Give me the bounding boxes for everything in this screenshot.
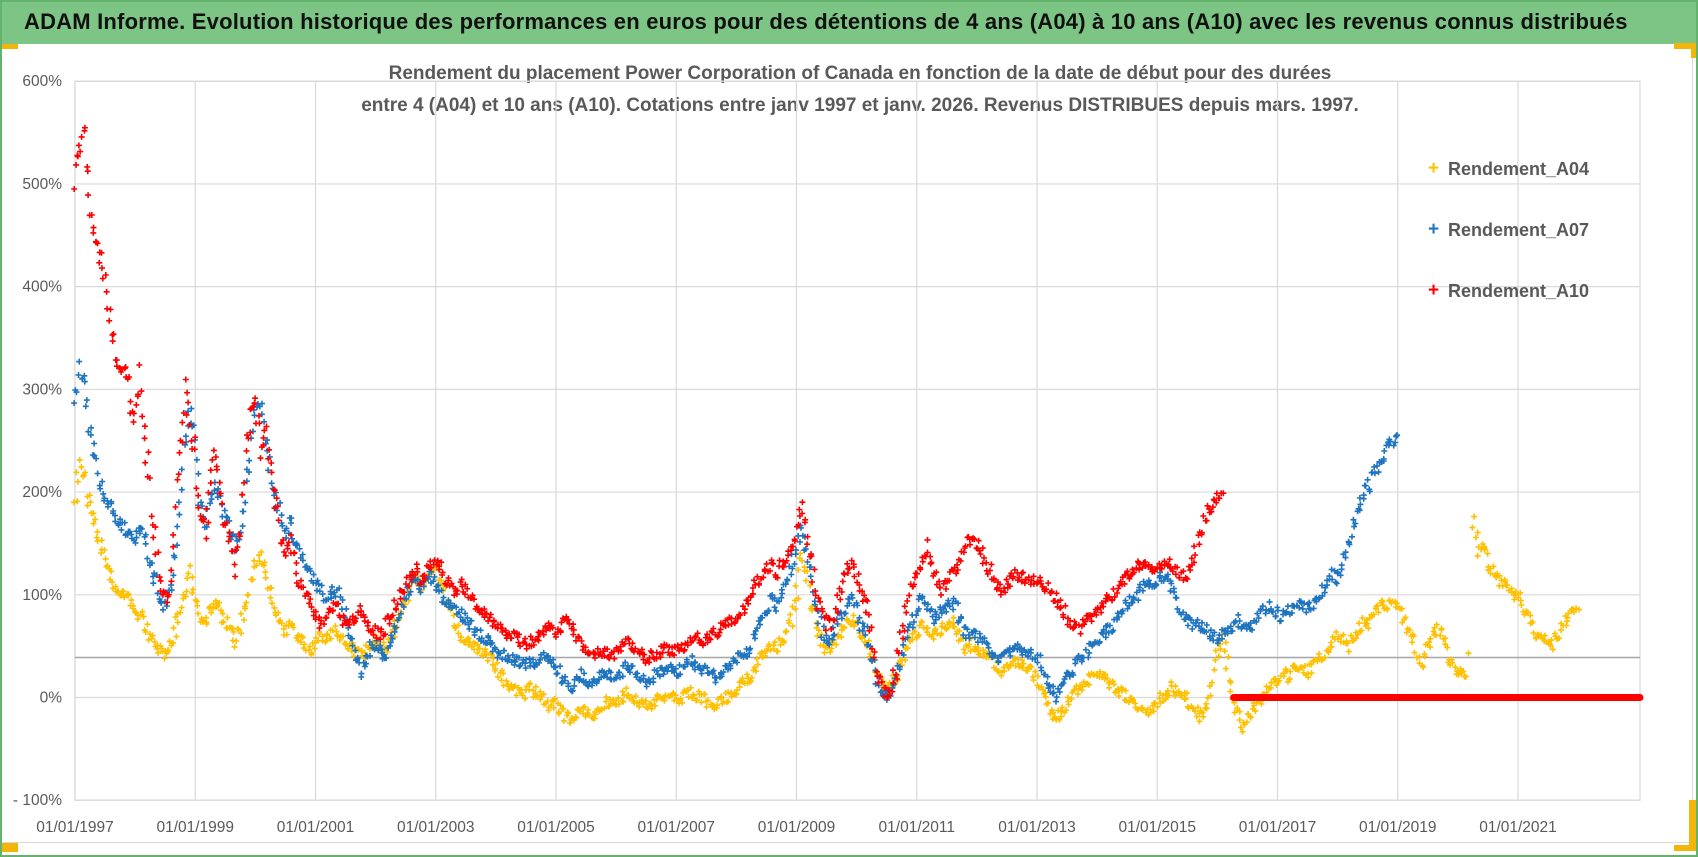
header-bar: ADAM Informe. Evolution historique des p… — [0, 0, 1698, 44]
y-tick-label: - 100% — [13, 792, 62, 809]
gold-corner-bottom-right — [1674, 845, 1698, 851]
chart-title-line1: Rendement du placement Power Corporation… — [388, 63, 1332, 84]
gold-corner-top-right-v — [1691, 43, 1698, 58]
legend-label-a10: Rendement_A10 — [1448, 280, 1590, 301]
chart-title-line2: entre 4 (A04) et 10 ans (A10). Cotations… — [361, 95, 1359, 116]
plus-marker-icon: + — [1428, 219, 1440, 240]
gold-corner-top-left — [0, 44, 18, 49]
x-tick-label: 01/01/2001 — [277, 819, 355, 836]
legend-item-a10: + Rendement_A10 — [1428, 278, 1589, 304]
x-tick-label: 01/01/2017 — [1239, 819, 1317, 836]
header-title: ADAM Informe. Evolution historique des p… — [24, 9, 1628, 34]
y-tick-label: 500% — [22, 176, 62, 193]
chart-title: Rendement du placement Power Corporation… — [290, 58, 1430, 122]
x-tick-label: 01/01/2009 — [758, 819, 836, 836]
gridlines: 600% 500% 400% 300% 200% 100% 0% - 100% 01/01/19… — [13, 73, 1641, 836]
x-tick-label: 01/01/2005 — [517, 819, 595, 836]
x-tick-label: 01/01/2003 — [397, 819, 475, 836]
legend: + Rendement_A04 + Rendement_A07 + Rendem… — [1428, 156, 1589, 339]
card-right-rule — [1692, 44, 1693, 843]
y-tick-label: 600% — [22, 73, 62, 90]
gold-corner-bottom-left — [0, 843, 18, 852]
plus-marker-icon: + — [1428, 158, 1440, 179]
legend-label-a07: Rendement_A07 — [1448, 219, 1590, 240]
y-tick-label: 0% — [40, 690, 63, 707]
y-tick-label: 200% — [22, 484, 62, 501]
gold-corner-bottom-right-v — [1689, 800, 1696, 851]
x-tick-label: 01/01/2013 — [998, 819, 1076, 836]
series-rendement_a04 — [71, 456, 1583, 735]
legend-label-a04: Rendement_A04 — [1448, 158, 1590, 179]
gold-corner-top-right — [1674, 43, 1698, 49]
y-tick-label: 100% — [22, 587, 62, 604]
x-tick-label: 01/01/2007 — [637, 819, 715, 836]
series-rendement_a10 — [71, 124, 1227, 701]
card-bottom-rule — [0, 842, 1692, 843]
x-tick-label: 01/01/1999 — [156, 819, 234, 836]
y-tick-label: 400% — [22, 279, 62, 296]
x-tick-label: 01/01/1997 — [36, 819, 114, 836]
x-tick-label: 01/01/2011 — [879, 819, 955, 836]
chart-card — [0, 44, 1692, 842]
plus-marker-icon: + — [1428, 280, 1440, 301]
x-tick-label: 01/01/2019 — [1359, 819, 1437, 836]
legend-item-a07: + Rendement_A07 — [1428, 217, 1589, 243]
x-tick-label: 01/01/2021 — [1479, 819, 1557, 836]
x-tick-label: 01/01/2015 — [1118, 819, 1196, 836]
y-tick-label: 300% — [22, 381, 62, 398]
legend-item-a04: + Rendement_A04 — [1428, 156, 1589, 182]
